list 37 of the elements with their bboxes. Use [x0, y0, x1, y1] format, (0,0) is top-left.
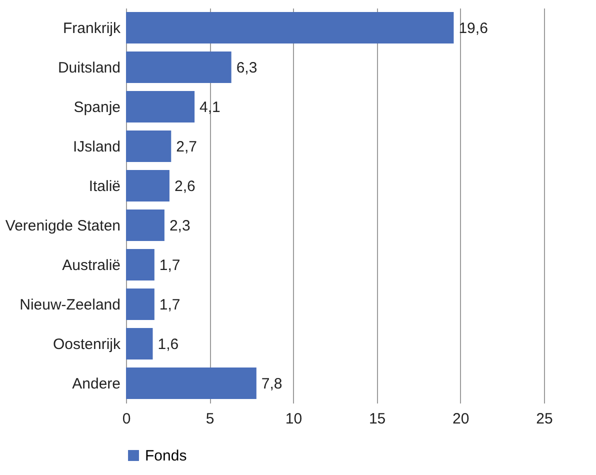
- y-tick-label: Italië: [88, 178, 120, 195]
- x-tick-label: 15: [368, 410, 386, 428]
- data-label: 6,3: [236, 59, 258, 76]
- x-tick-label: 0: [122, 410, 131, 428]
- bar: [126, 90, 195, 123]
- legend-label: Fonds: [145, 448, 187, 464]
- bar: [126, 209, 164, 242]
- bar: [126, 12, 454, 44]
- data-label: 2,6: [174, 178, 196, 195]
- data-label: 1,6: [158, 336, 179, 353]
- y-tick-label: Frankrijk: [62, 20, 121, 37]
- data-label: 2,7: [176, 138, 198, 156]
- bar: [126, 130, 172, 162]
- data-label: 1,7: [159, 256, 180, 274]
- y-tick-label: Andere: [72, 375, 120, 392]
- data-label: 4,1: [200, 98, 220, 116]
- data-label: 2,3: [169, 217, 190, 234]
- y-tick-label: Duitsland: [58, 59, 120, 76]
- x-tick-label: 10: [285, 410, 302, 428]
- bar: [126, 51, 232, 84]
- y-tick-label: Nieuw-Zeeland: [20, 296, 120, 314]
- data-label: 1,7: [159, 296, 180, 314]
- x-tick-label: 25: [536, 410, 553, 428]
- y-tick-label: Spanje: [74, 98, 120, 116]
- y-tick-label: Australië: [62, 256, 120, 274]
- bar: [126, 248, 154, 281]
- y-tick-label: Oostenrijk: [52, 336, 121, 353]
- x-tick-label: 5: [206, 410, 214, 428]
- bar: [126, 328, 153, 360]
- bar: [126, 367, 256, 400]
- y-tick-label: Verenigde Staten: [5, 217, 120, 234]
- x-tick-label: 20: [452, 410, 470, 428]
- bar: [126, 288, 154, 320]
- bar: [126, 170, 170, 202]
- data-label: 7,8: [261, 375, 282, 392]
- data-label: 19,6: [458, 20, 488, 37]
- y-tick-label: IJsland: [72, 138, 120, 156]
